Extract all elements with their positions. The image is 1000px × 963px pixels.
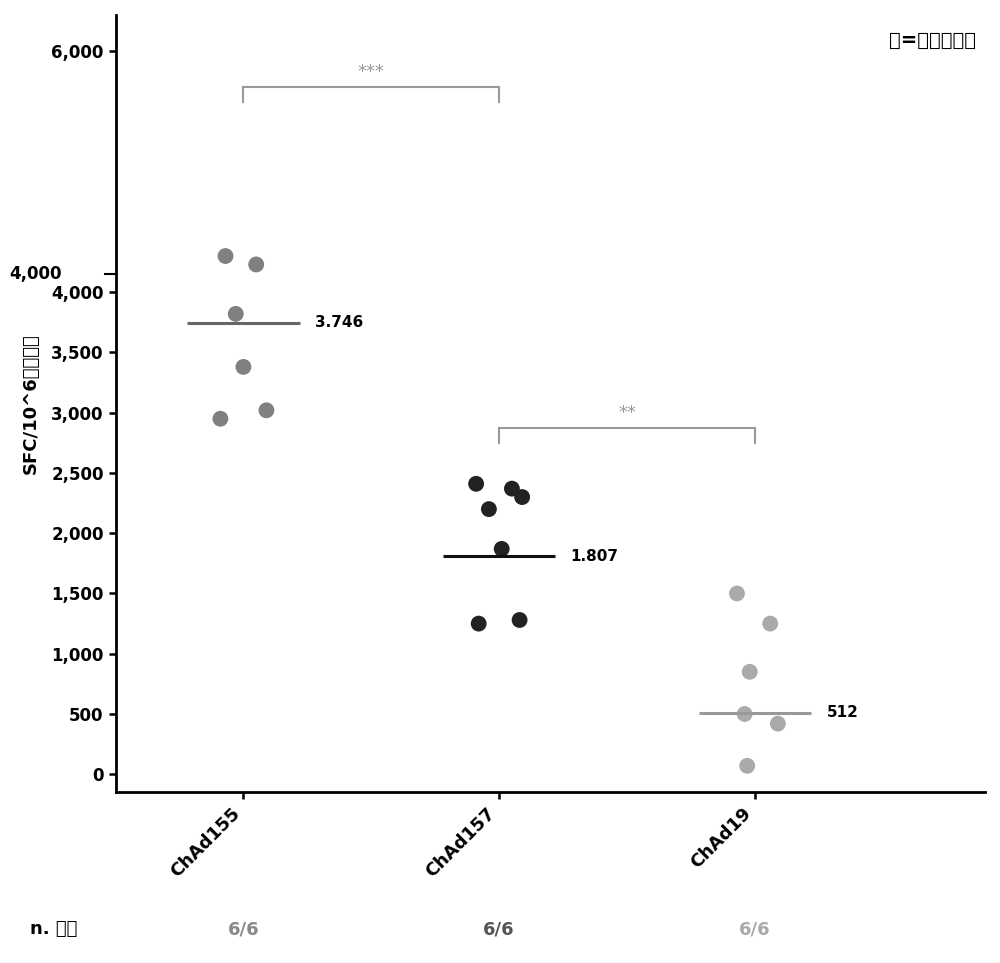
Text: 6/6: 6/6 xyxy=(739,920,771,938)
Point xyxy=(739,758,755,773)
Point xyxy=(212,411,228,427)
Text: 线=几何平均值: 线=几何平均值 xyxy=(889,31,976,49)
Text: n. 阳性: n. 阳性 xyxy=(30,920,77,938)
Text: **: ** xyxy=(618,404,636,423)
Point xyxy=(471,616,487,632)
Text: 512: 512 xyxy=(826,705,858,720)
Y-axis label: SFC/10^6个脾细胞: SFC/10^6个脾细胞 xyxy=(22,333,40,474)
Point xyxy=(228,306,244,322)
Text: 6/6: 6/6 xyxy=(228,920,259,938)
Text: ***: *** xyxy=(358,64,385,81)
Point xyxy=(742,664,758,680)
Text: 3.746: 3.746 xyxy=(315,315,363,330)
Point xyxy=(218,248,234,264)
Text: 4,000: 4,000 xyxy=(9,265,62,283)
Point xyxy=(248,257,264,273)
Point xyxy=(258,403,274,418)
Text: 6/6: 6/6 xyxy=(483,920,515,938)
Point xyxy=(512,612,528,628)
Point xyxy=(468,476,484,491)
Point xyxy=(737,706,753,721)
Point xyxy=(514,489,530,505)
Point xyxy=(481,502,497,517)
Point xyxy=(504,481,520,496)
Point xyxy=(494,541,510,557)
Point xyxy=(762,616,778,632)
Point xyxy=(770,716,786,731)
Point xyxy=(235,359,251,375)
Point xyxy=(729,586,745,601)
Text: 1.807: 1.807 xyxy=(571,549,619,564)
